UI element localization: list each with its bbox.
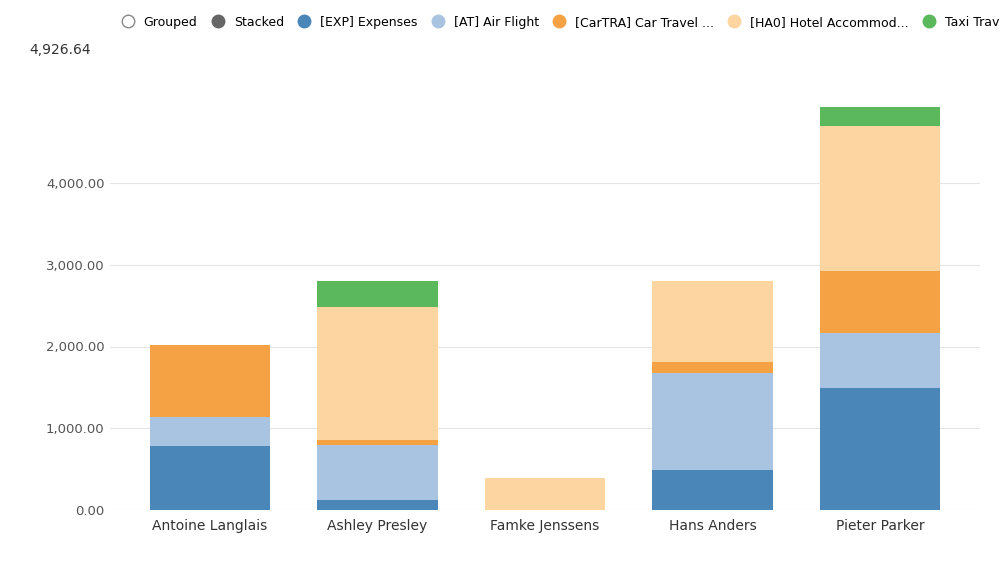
Bar [317,307,438,440]
Bar [485,479,605,510]
Bar [820,271,940,333]
Bar [652,373,773,470]
Bar [652,281,773,362]
Bar [820,333,940,388]
Bar [317,445,438,501]
Bar [820,388,940,510]
Legend: Grouped, Stacked, [EXP] Expenses, [AT] Air Flight, [CarTRA] Car Travel ..., [HA0: Grouped, Stacked, [EXP] Expenses, [AT] A… [110,11,1000,33]
Bar [652,362,773,373]
Bar [150,446,270,510]
Bar [150,417,270,446]
Bar [150,345,270,417]
Bar [652,470,773,510]
Bar [820,126,940,271]
Bar [317,441,438,445]
Bar [317,501,438,510]
Bar [820,107,940,126]
Bar [317,281,438,307]
Text: 4,926.64: 4,926.64 [29,43,91,57]
